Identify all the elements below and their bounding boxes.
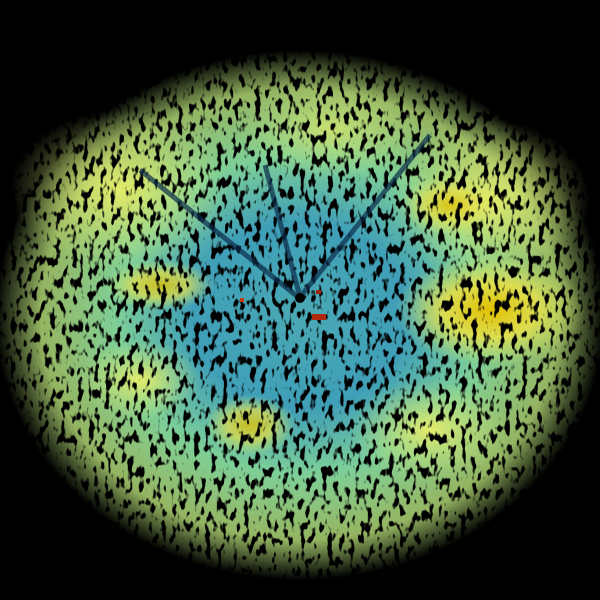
- echo-patch: [80, 340, 200, 420]
- clutter-spot: [240, 298, 244, 302]
- echo-core: [400, 175, 500, 235]
- echo-core: [395, 255, 585, 365]
- echo-core: [105, 260, 215, 310]
- blocked-ray: [298, 133, 432, 299]
- radar-site: [295, 293, 305, 303]
- clutter-spot: [316, 290, 321, 294]
- echo-field: [0, 50, 600, 580]
- echo-patch: [10, 110, 230, 270]
- blocked-ray: [262, 164, 303, 298]
- blocked-ray: [138, 168, 300, 299]
- clutter-spot: [312, 314, 326, 320]
- echo-core: [205, 395, 295, 455]
- echo-patch: [350, 380, 510, 480]
- echo-patch: [240, 80, 420, 180]
- clutter: [240, 290, 326, 320]
- beam-blockage: [138, 133, 432, 299]
